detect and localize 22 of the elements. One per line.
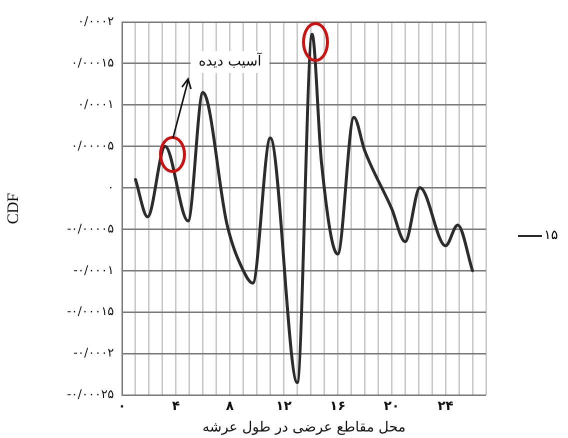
line-series	[134, 32, 474, 384]
x-tick-label: ۲۴	[438, 399, 454, 414]
y-tick-label: -۰/۰۰۰۲۵	[66, 387, 114, 402]
y-tick-label: ۰/۰۰۰۲	[78, 14, 114, 28]
y-tick-label: ۰/۰۰۰۱۵	[71, 56, 114, 70]
y-axis-title: CDF	[4, 192, 22, 224]
legend-label: ۱۵	[544, 228, 558, 243]
x-tick-label: ۴	[172, 399, 180, 414]
x-tick-label: ۰	[118, 399, 126, 414]
y-tick-label: ۰/۰۰۰۱	[78, 97, 114, 112]
y-tick-label: -۰/۰۰۰۰۵	[66, 221, 114, 236]
annotation: آسیب دیده	[198, 52, 263, 70]
y-tick-label: -۰/۰۰۰۱	[73, 262, 114, 277]
y-tick-label: -۰/۰۰۰۲	[73, 346, 114, 360]
x-axis-title: محل مقاطع عرضی در طول عرشه	[202, 420, 406, 436]
y-tick-label: -۰/۰۰۰۱۵	[66, 304, 114, 318]
y-tick-label: ۰	[108, 180, 114, 194]
x-tick-label: ۱۶	[330, 399, 346, 414]
x-tick-label: ۱۲	[276, 399, 292, 414]
x-tick-label: ۲۰	[384, 399, 400, 414]
x-tick-label: ۸	[226, 399, 234, 414]
y-tick-label: ۰/۰۰۰۰۵	[71, 138, 114, 152]
